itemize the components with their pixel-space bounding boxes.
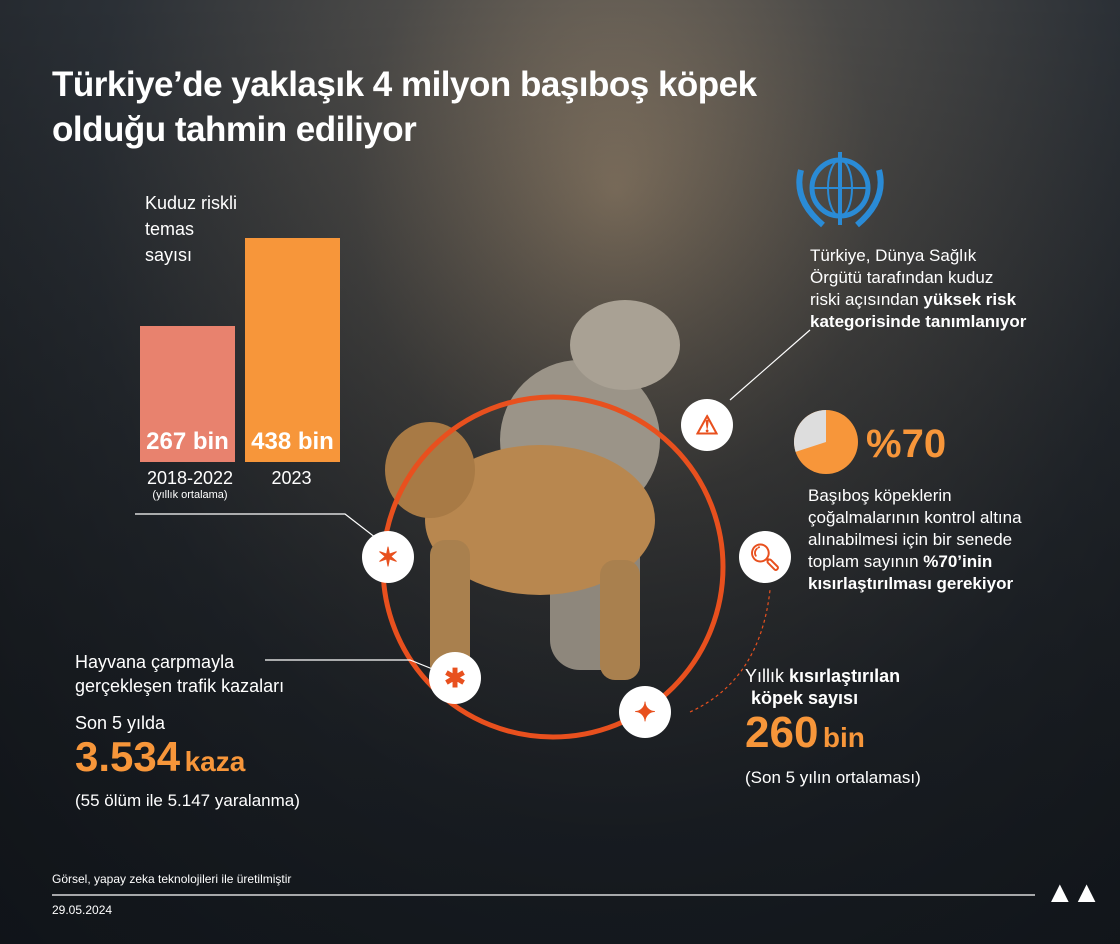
dog-attack-icon: ✶ xyxy=(362,531,414,583)
rabies-label: Kuduz riskli temas sayısı xyxy=(145,190,237,268)
who-text: Türkiye, Dünya Sağlık Örgütü tarafından k… xyxy=(810,245,1026,333)
traffic-note: (55 ölüm ile 5.147 yaralanma) xyxy=(75,791,300,810)
traffic-accidents: Hayvana çarpmayla gerçekleşen trafik kaz… xyxy=(75,650,300,812)
report-search-icon: 🔍︎ xyxy=(739,531,791,583)
yearly-value: 260 xyxy=(745,708,819,757)
bar-value-label: 267 bin xyxy=(146,428,229,455)
text-line: çoğalmalarının kontrol altına xyxy=(808,508,1022,527)
label: köpek sayısı xyxy=(751,688,859,708)
warning-icon: ⚠ xyxy=(681,399,733,451)
bar-2023: 438 bin xyxy=(245,238,340,462)
tick-label: 2023 xyxy=(271,468,312,488)
car-accident-icon: ✱ xyxy=(429,652,481,704)
text-line: Başıboş köpeklerin xyxy=(808,486,952,505)
period: Son 5 yılda xyxy=(75,713,166,733)
bar-value-label: 438 bin xyxy=(251,428,334,455)
text-line: toplam sayının xyxy=(808,552,924,571)
dog-catcher-icon: ✦ xyxy=(619,686,671,738)
credit-text: Görsel, yapay zeka teknolojileri ile üre… xyxy=(52,872,292,886)
bar-chart: 267 bin 438 bin xyxy=(140,222,340,462)
category-2018-2022: 2018-2022 (yıllık ortalama) xyxy=(135,467,245,501)
title-line: Türkiye’de yaklaşık 4 milyon başıboş köp… xyxy=(52,65,757,104)
text-line: Örgütü tarafından kuduz xyxy=(810,268,994,287)
label-line: Kuduz riskli xyxy=(145,193,238,213)
text-bold: %70’inin xyxy=(923,552,993,571)
yearly-unit: bin xyxy=(822,722,865,753)
text-line: riski açısından xyxy=(810,290,924,309)
label: gerçekleşen trafik kazaları xyxy=(75,676,285,696)
date-text: 29.05.2024 xyxy=(52,903,113,917)
traffic-unit: kaza xyxy=(184,746,246,777)
aa-logo: ▲▲ xyxy=(1045,876,1101,909)
text-bold: kategorisinde tanımlanıyor xyxy=(810,312,1027,331)
label: Yıllık xyxy=(745,666,790,686)
tick-note: (yıllık ortalama) xyxy=(152,489,228,501)
text-line: Türkiye, Dünya Sağlık xyxy=(810,246,977,265)
pie-slice-remaining xyxy=(794,410,826,452)
percent-value: %70 xyxy=(866,422,947,466)
yearly-note: (Son 5 yılın ortalaması) xyxy=(745,768,921,787)
title-line: olduğu tahmin ediliyor xyxy=(52,110,417,149)
yearly-neuter: Yıllık kısırlaştırılan köpek sayısı 260 … xyxy=(745,665,921,789)
page-title: Türkiye’de yaklaşık 4 milyon başıboş köp… xyxy=(52,62,757,152)
traffic-value: 3.534 xyxy=(75,733,181,780)
neuter-text: Başıboş köpeklerin çoğalmalarının kontrol… xyxy=(808,485,1022,595)
text-bold: yüksek risk xyxy=(923,290,1017,309)
label-line: temas xyxy=(145,219,195,239)
label-line: sayısı xyxy=(145,245,193,265)
label-bold: kısırlaştırılan xyxy=(789,666,901,686)
pie-chart-70 xyxy=(794,410,858,474)
tick-label: 2018-2022 xyxy=(146,468,234,488)
label: Hayvana çarpmayla xyxy=(75,652,235,672)
who-emblem-icon xyxy=(796,152,884,228)
bar-2018-2022: 267 bin xyxy=(140,325,235,462)
dog-tan xyxy=(385,422,655,680)
text-line: alınabilmesi için bir senede xyxy=(808,530,1013,549)
text-bold: kısırlaştırılması gerekiyor xyxy=(808,574,1014,593)
